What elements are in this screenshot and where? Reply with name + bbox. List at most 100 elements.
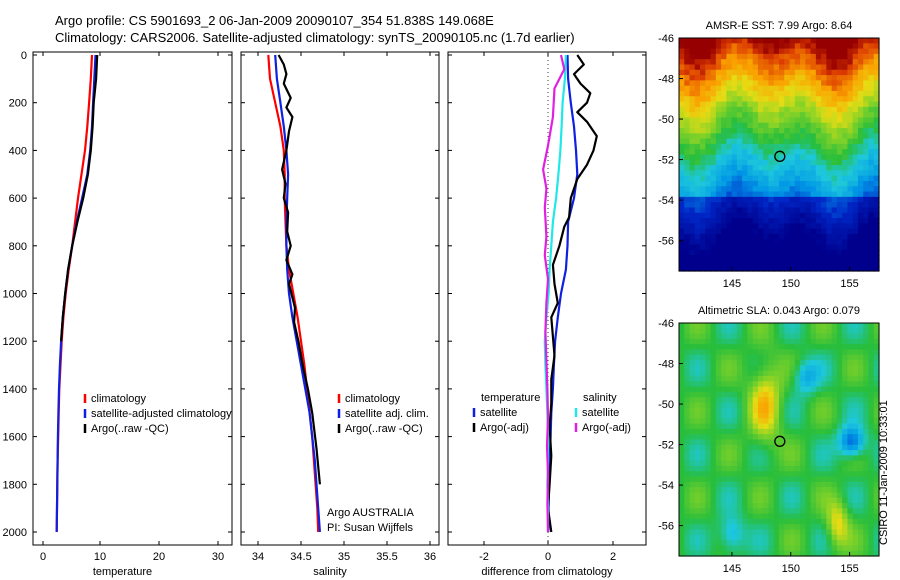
map-cell [842,481,849,488]
map-cell [863,518,870,525]
map-cell [752,529,759,536]
map-cell [731,149,738,156]
map-cell [863,218,870,224]
map-cell [736,69,743,76]
map-cell [800,524,806,531]
map-cell [694,360,701,366]
map-cell [773,218,780,224]
map-cell [689,407,696,414]
map-cell [794,233,801,240]
map-cell [784,143,791,150]
map-cell [847,545,854,552]
map-cell [705,413,712,419]
map-cell [789,402,796,409]
map-cell [684,529,691,536]
map-cell [742,524,749,531]
map-cell [842,170,849,177]
map-cell [847,106,854,113]
map-cell [779,260,785,267]
map-cell [868,534,875,541]
map-cell [768,497,775,504]
map-cell [752,170,759,177]
map-cell [763,249,770,256]
map-cell [805,386,812,393]
map-cell [831,59,838,66]
map-cell [721,90,727,97]
map-cell [757,48,764,55]
map-cell [742,186,749,193]
map-cell [747,476,754,483]
map-cell [763,333,770,340]
map-cell [742,391,749,398]
x-axis-label: difference from climatology [481,566,613,578]
map-cell [873,534,880,541]
map-cell [736,64,743,71]
map-cell [779,344,785,351]
map-cell [805,218,812,224]
map-cell [794,508,801,515]
map-cell [689,59,696,66]
map-cell [847,239,854,246]
map-cell [773,75,780,81]
map-cell [805,407,812,414]
map-cell [805,175,812,182]
map-cell [731,524,738,531]
map-cell [868,460,875,467]
map-cell [794,418,801,425]
map-cell [784,465,791,472]
map-cell [868,391,875,398]
map-cell [710,260,717,267]
map-cell [710,207,717,214]
map-cell [784,170,791,177]
map-cell [863,212,870,219]
map-cell [700,518,706,525]
map-cell [873,48,880,55]
map-cell [800,207,806,214]
map-cell [715,529,722,536]
map-cell [847,212,854,219]
map-cell [784,434,791,441]
map-cell [736,481,743,488]
map-cell [800,397,806,404]
map-cell [815,534,822,541]
map-cell [794,260,801,267]
map-cell [800,138,806,145]
map-cell [873,202,880,209]
map-cell [694,69,701,76]
map-cell [842,117,849,124]
map-cell [794,534,801,541]
map-cell [694,529,701,536]
map-cell [684,360,691,366]
map-cell [852,223,859,230]
map-cell [752,180,759,187]
y-tick-label: 600 [9,193,27,205]
map-cell [868,143,875,150]
map-cell [794,64,801,71]
map-cell [684,354,691,361]
map-cell [768,402,775,409]
map-cell [805,518,812,525]
map-cell [857,503,864,509]
map-cell [705,260,712,267]
map-cell [842,186,849,193]
map-cell [700,260,706,267]
map-cell [705,534,712,541]
map-cell [752,323,759,329]
map-cell [784,80,791,87]
map-cell [810,391,817,398]
map-cell [810,354,817,361]
legend-entry: Argo(-adj) [582,422,631,434]
map-cell [752,244,759,251]
map-cell [826,90,833,97]
map-cell [747,481,754,488]
x-tick-label: 10 [94,551,106,563]
map-cell [794,218,801,224]
map-cell [726,349,733,356]
map-cell [810,540,817,547]
map-cell [773,260,780,267]
map-cell [831,529,838,536]
map-cell [715,249,722,256]
map-cell [789,413,796,419]
map-cell [805,53,812,60]
